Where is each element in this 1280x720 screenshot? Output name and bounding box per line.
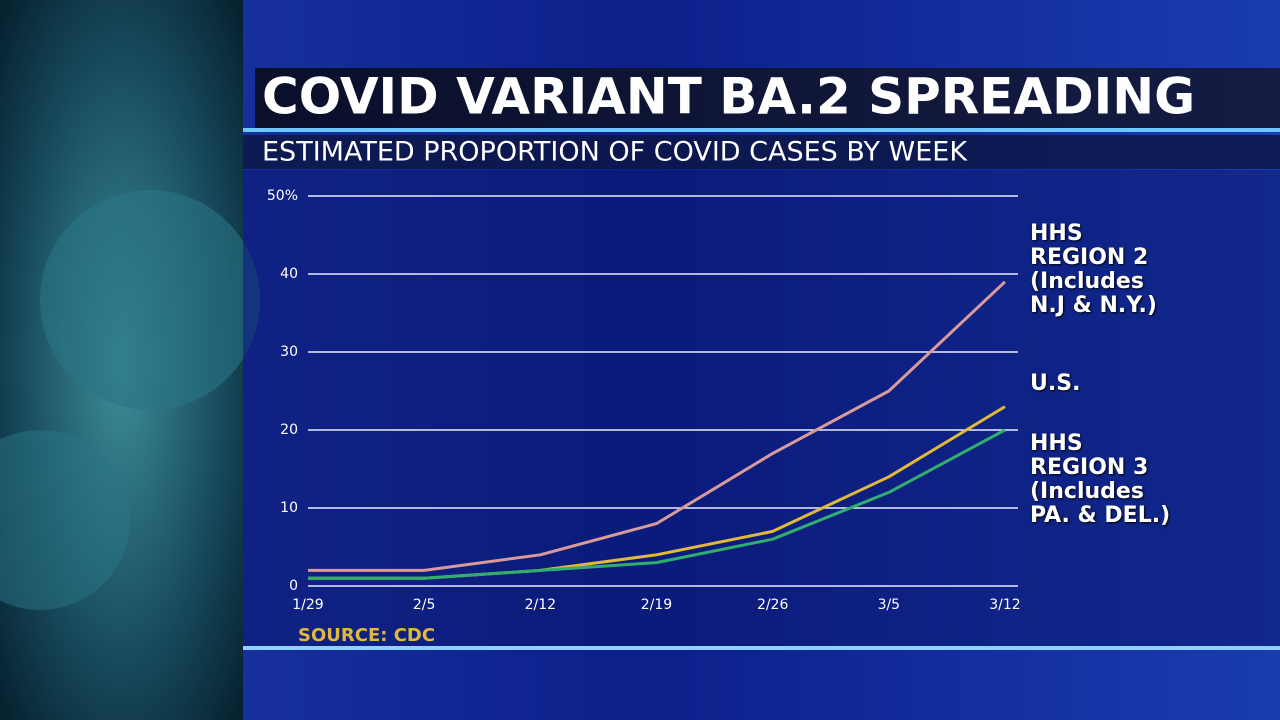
chart-title: COVID VARIANT BA.2 SPREADING	[262, 68, 1195, 126]
title-bar	[255, 68, 1280, 128]
y-tick-label: 20	[280, 422, 298, 438]
x-tick-label: 2/12	[525, 597, 556, 613]
source-note: SOURCE: CDC	[298, 625, 435, 646]
series-line	[308, 280, 1007, 572]
virus-shape	[40, 190, 260, 410]
y-tick-label: 10	[280, 500, 298, 516]
y-tick-label: 50%	[267, 188, 298, 204]
y-tick-label: 30	[280, 344, 298, 360]
x-tick-label: 3/5	[878, 597, 901, 613]
x-tick-label: 2/26	[757, 597, 789, 613]
series-label: HHS REGION 2 (Includes N.J & N.Y.)	[1030, 221, 1157, 318]
x-tick-label: 3/12	[989, 597, 1020, 613]
series-label: HHS REGION 3 (Includes PA. & DEL.)	[1030, 431, 1171, 528]
x-tick-label: 1/29	[292, 597, 323, 613]
series-line	[308, 428, 1006, 580]
x-tick-label: 2/5	[413, 597, 436, 613]
y-tick-label: 40	[280, 266, 298, 282]
bottom-rule	[243, 646, 1280, 650]
chart-panel	[243, 170, 1280, 648]
series-label: U.S.	[1030, 371, 1081, 396]
y-tick-label: 0	[289, 578, 298, 594]
virus-shape	[0, 430, 130, 610]
subtitle-bar	[243, 135, 1280, 169]
title-rule	[243, 128, 1280, 132]
x-tick-label: 2/19	[641, 597, 672, 613]
chart-subtitle: ESTIMATED PROPORTION OF COVID CASES BY W…	[262, 137, 968, 168]
